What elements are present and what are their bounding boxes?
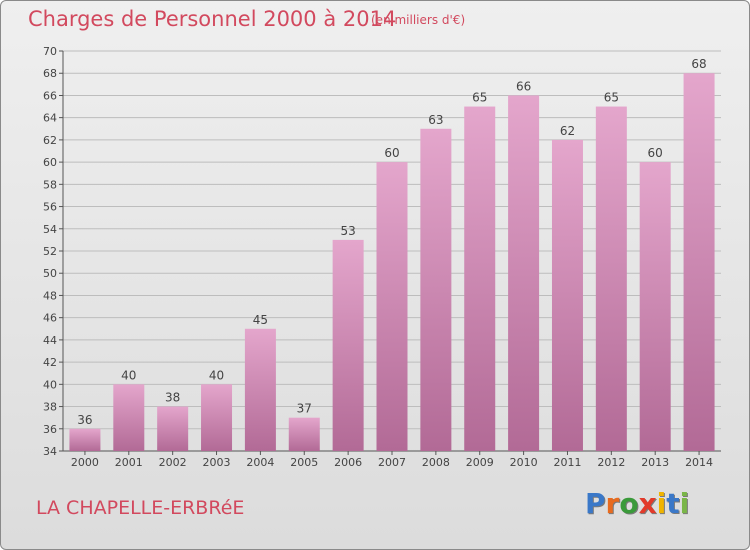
y-tick-label: 44 xyxy=(43,334,57,347)
x-tick-label: 2013 xyxy=(641,456,669,469)
data-label: 36 xyxy=(77,413,92,427)
bar xyxy=(244,328,276,451)
x-tick-label: 2006 xyxy=(334,456,362,469)
data-label: 65 xyxy=(604,91,619,105)
y-tick-label: 52 xyxy=(43,245,57,258)
logo-letter: P xyxy=(585,487,606,520)
x-tick-label: 2004 xyxy=(246,456,274,469)
data-label: 60 xyxy=(648,146,663,160)
axes: 34 36 38 40 42 44 46 48 50 52 54 56 58 60 62 64 66 68 70 20… xyxy=(43,45,721,469)
y-tick-label: 60 xyxy=(43,156,57,169)
chart-title: Charges de Personnel 2000 à 2014 xyxy=(28,7,397,31)
y-tick-label: 50 xyxy=(43,267,57,280)
bar xyxy=(288,417,320,451)
bar xyxy=(332,239,364,451)
data-label: 63 xyxy=(428,113,443,127)
bar xyxy=(683,73,715,451)
y-tick-label: 42 xyxy=(43,356,57,369)
bar xyxy=(508,95,540,451)
commune-name: LA CHAPELLE-ERBRéE xyxy=(36,497,245,519)
bar xyxy=(157,406,189,451)
logo-letter: o xyxy=(619,487,639,520)
y-tick-label: 36 xyxy=(43,423,57,436)
bar xyxy=(376,162,408,451)
bar xyxy=(201,384,233,451)
y-tick-label: 34 xyxy=(43,445,57,458)
y-tick-label: 48 xyxy=(43,289,57,302)
data-label: 38 xyxy=(165,391,180,405)
proxiti-logo[interactable]: Proxiti xyxy=(585,487,689,520)
data-label: 66 xyxy=(516,79,531,93)
y-tick-label: 46 xyxy=(43,312,57,325)
bars xyxy=(69,73,715,452)
x-tick-label: 2002 xyxy=(159,456,187,469)
y-tick-label: 56 xyxy=(43,201,57,214)
y-tick-label: 40 xyxy=(43,378,57,391)
bar xyxy=(551,139,583,451)
x-tick-label: 2008 xyxy=(422,456,450,469)
y-tick-label: 58 xyxy=(43,178,57,191)
data-label: 53 xyxy=(340,224,355,238)
bar xyxy=(464,106,496,452)
data-label: 65 xyxy=(472,91,487,105)
y-tick-label: 68 xyxy=(43,67,57,80)
logo-letter: t xyxy=(666,487,680,520)
y-tick-label: 62 xyxy=(43,134,57,147)
logo-letter: i xyxy=(656,487,667,520)
y-tick-label: 64 xyxy=(43,112,57,125)
data-label: 60 xyxy=(384,146,399,160)
data-label: 37 xyxy=(297,402,312,416)
data-label: 68 xyxy=(691,57,706,71)
y-tick-label: 54 xyxy=(43,223,57,236)
x-tick-label: 2009 xyxy=(466,456,494,469)
bar xyxy=(595,106,627,452)
x-tick-label: 2014 xyxy=(685,456,713,469)
chart-subtitle: (en milliers d'€) xyxy=(371,13,466,27)
logo-letter: x xyxy=(638,487,657,520)
data-label: 40 xyxy=(209,368,224,382)
y-tick-label: 38 xyxy=(43,401,57,414)
data-label: 62 xyxy=(560,124,575,138)
x-tick-label: 2010 xyxy=(510,456,538,469)
logo-letter: r xyxy=(605,487,620,520)
bar xyxy=(420,128,452,451)
x-tick-label: 2005 xyxy=(290,456,318,469)
bar xyxy=(113,384,145,451)
logo-letter: i xyxy=(679,487,690,520)
y-tick-label: 66 xyxy=(43,89,57,102)
data-label: 40 xyxy=(121,368,136,382)
x-tick-label: 2003 xyxy=(203,456,231,469)
x-tick-label: 2012 xyxy=(597,456,625,469)
y-tick-label: 70 xyxy=(43,45,57,58)
bar xyxy=(639,162,671,451)
labels: 36 40 38 40 45 37 53 60 63 65 66 62 65 60 68 xyxy=(77,57,706,427)
x-tick-label: 2011 xyxy=(553,456,581,469)
x-tick-label: 2001 xyxy=(115,456,143,469)
bar xyxy=(69,428,101,451)
x-tick-label: 2007 xyxy=(378,456,406,469)
data-label: 45 xyxy=(253,313,268,327)
x-tick-label: 2000 xyxy=(71,456,99,469)
